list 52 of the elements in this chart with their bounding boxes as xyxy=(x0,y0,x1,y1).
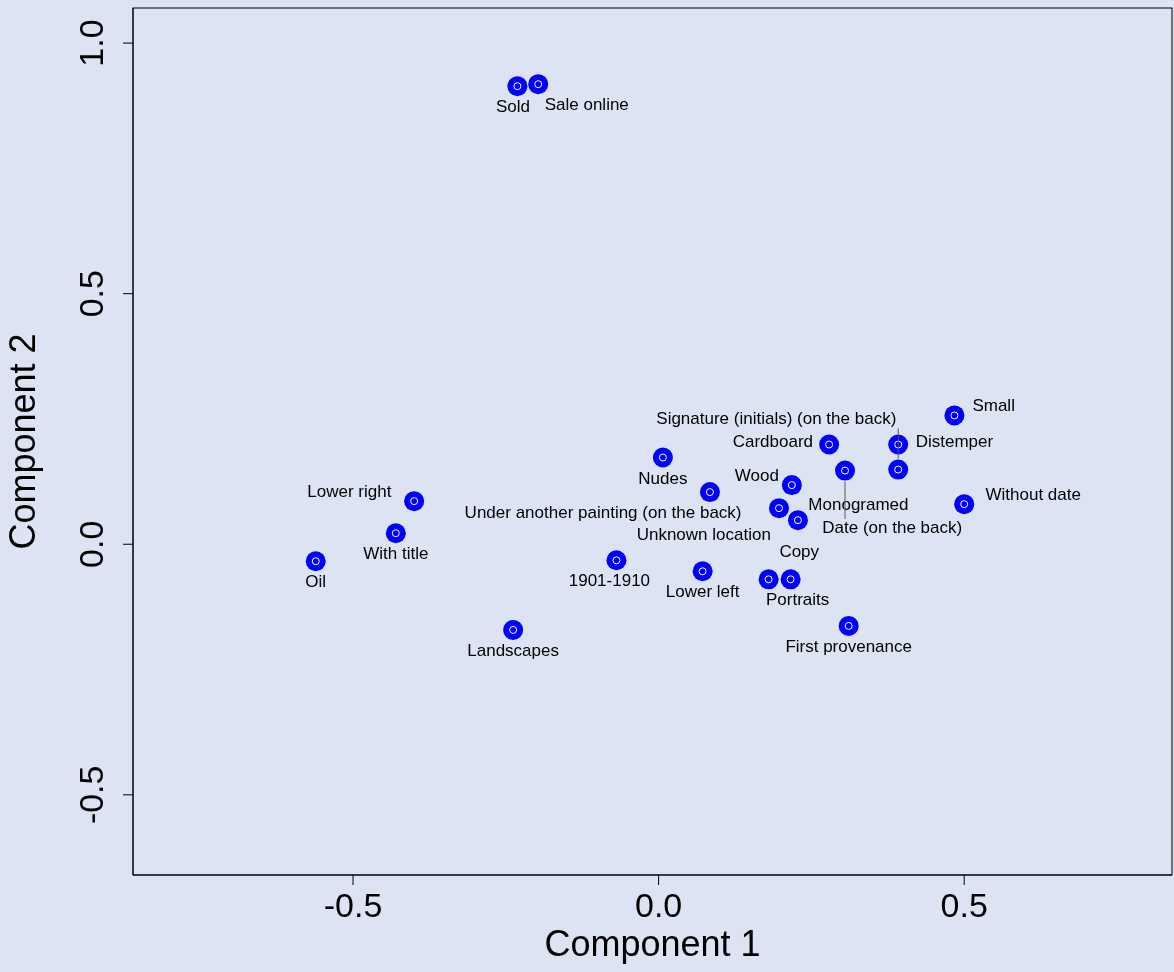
data-label: Small xyxy=(972,396,1015,416)
data-label: Under another painting (on the back) xyxy=(464,503,742,523)
data-label: Oil xyxy=(305,572,327,592)
data-label: Sold xyxy=(496,97,531,117)
x-tick-label: -0.5 xyxy=(323,886,383,924)
y-tick-label: 0.5 xyxy=(72,270,110,318)
point xyxy=(781,475,802,496)
x-tick-label: 0.0 xyxy=(634,886,683,924)
point xyxy=(606,550,627,571)
data-label: Date (on the back) xyxy=(822,517,963,537)
data-label: Signature (initials) (on the back) xyxy=(656,408,897,428)
point xyxy=(652,447,673,468)
data-label: Landscapes xyxy=(467,640,559,660)
x-tick-label: 0.5 xyxy=(940,886,988,924)
point xyxy=(769,498,790,519)
data-label: Wood xyxy=(734,466,779,486)
y-axis-title: Component 2 xyxy=(1,333,43,550)
point xyxy=(305,551,326,572)
data-label: Nudes xyxy=(638,468,688,488)
point xyxy=(838,615,859,636)
data-label: Copy xyxy=(779,542,820,562)
y-tick-label: 0.0 xyxy=(72,520,110,568)
x-axis-title: Component 1 xyxy=(544,923,761,964)
point xyxy=(692,561,713,582)
point xyxy=(780,569,801,590)
data-label: Lower right xyxy=(307,482,392,502)
y-tick-label: 1.0 xyxy=(72,19,110,67)
point xyxy=(699,482,720,503)
point xyxy=(954,494,975,515)
data-label: Portraits xyxy=(766,590,830,610)
point xyxy=(944,405,965,426)
point xyxy=(787,510,808,531)
data-label: Distemper xyxy=(915,431,994,451)
point xyxy=(819,434,840,455)
point xyxy=(385,523,406,544)
data-label: With title xyxy=(363,544,429,564)
point xyxy=(404,491,425,512)
data-label: 1901-1910 xyxy=(568,571,651,591)
point xyxy=(503,619,524,640)
point xyxy=(888,459,909,480)
data-label: Monogramed xyxy=(808,495,909,515)
point xyxy=(507,76,528,97)
data-label: First provenance xyxy=(785,636,912,656)
data-label: Without date xyxy=(985,485,1081,505)
data-label: Cardboard xyxy=(732,431,814,451)
point xyxy=(835,460,856,481)
point xyxy=(528,74,549,95)
data-label: Unknown location xyxy=(636,525,771,545)
data-label: Lower left xyxy=(665,582,740,602)
data-label: Sale online xyxy=(544,95,629,115)
y-tick-label: -0.5 xyxy=(72,765,110,825)
point xyxy=(758,569,779,590)
